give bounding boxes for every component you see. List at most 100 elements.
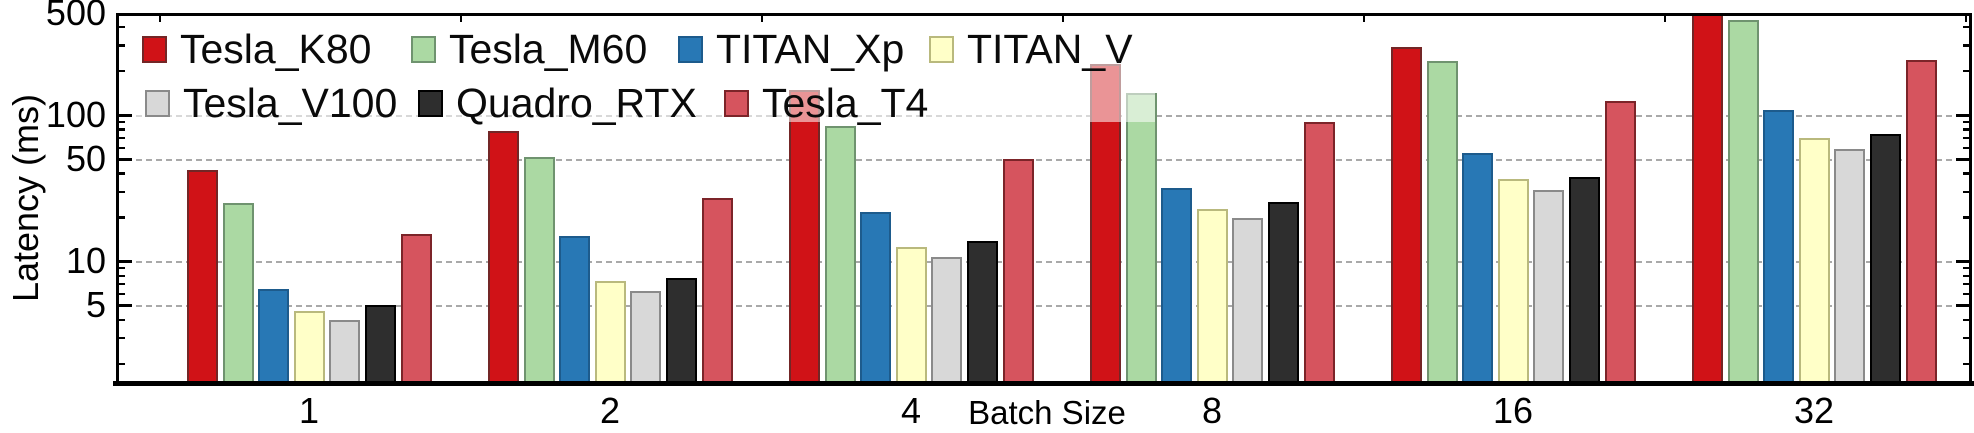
grid-line (116, 159, 1972, 162)
y-minor-tick (1963, 120, 1972, 124)
y-minor-tick (116, 26, 125, 29)
bar-TITAN_Xp-batch8 (1161, 187, 1193, 384)
bar-TITAN_Xp-batch16 (1462, 153, 1494, 384)
bar-Tesla_M60-batch4 (824, 126, 856, 384)
y-minor-tick (116, 216, 125, 219)
bar-Tesla_T4-batch4 (1002, 159, 1034, 384)
grid-line (116, 305, 1972, 308)
y-minor-tick (1963, 136, 1972, 140)
y-tick-label: 50 (65, 138, 106, 180)
bar-Tesla_T4-batch2 (701, 198, 733, 384)
legend-swatch-TITAN_V (929, 35, 954, 63)
bar-Quadro_RTX-batch32 (1870, 134, 1901, 384)
bar-Tesla_M60-batch1 (222, 203, 254, 384)
bar-TITAN_V-batch16 (1497, 179, 1529, 384)
legend-label: Tesla_T4 (762, 79, 929, 126)
legend-swatch-Quadro_RTX (418, 89, 443, 117)
y-minor-tick (116, 70, 125, 73)
bar-TITAN_Xp-batch1 (258, 288, 290, 384)
y-minor-tick (116, 44, 125, 47)
bar-Tesla_V100-batch1 (329, 319, 361, 384)
y-major-tick (1956, 158, 1972, 161)
bar-Tesla_T4-batch16 (1604, 101, 1636, 384)
y-minor-tick (1963, 336, 1972, 340)
legend-swatch-Tesla_T4 (724, 89, 749, 117)
bar-Tesla_K80-batch1 (187, 170, 218, 384)
legend-label: TITAN_Xp (716, 25, 905, 72)
y-major-tick (1956, 260, 1972, 263)
bar-Tesla_M60-batch2 (523, 156, 555, 384)
y-minor-tick (1963, 190, 1972, 193)
bar-Tesla_V100-batch16 (1533, 189, 1565, 384)
y-minor-tick (1963, 216, 1972, 219)
x-boundary-tick (1964, 13, 1968, 22)
y-minor-tick (1963, 146, 1972, 149)
bar-TITAN_Xp-batch32 (1763, 110, 1795, 384)
bar-TITAN_V-batch1 (293, 310, 325, 384)
legend-item-Tesla_T4: Tesla_T4 (724, 79, 928, 127)
y-minor-tick (1963, 362, 1972, 365)
bar-Tesla_T4-batch1 (400, 233, 432, 384)
x-boundary-tick (1663, 13, 1667, 22)
y-major-tick (116, 260, 132, 263)
y-major-tick (1956, 304, 1972, 307)
legend-label: TITAN_V (967, 25, 1133, 72)
y-minor-tick (116, 146, 125, 149)
y-minor-tick (116, 336, 125, 340)
bar-Tesla_T4-batch8 (1303, 121, 1335, 384)
x-tick-label: 2 (599, 390, 621, 431)
bar-Quadro_RTX-batch2 (666, 277, 697, 384)
y-minor-tick (1963, 292, 1972, 295)
y-tick-label: 5 (85, 284, 106, 326)
bar-Tesla_K80-batch2 (488, 130, 519, 384)
y-minor-tick (116, 362, 125, 365)
y-minor-tick (1963, 274, 1972, 277)
x-tick-label: 1 (298, 390, 320, 431)
y-minor-tick (116, 136, 125, 140)
bar-Tesla_M60-batch16 (1426, 61, 1458, 384)
grid-line (116, 261, 1972, 264)
legend-item-Tesla_K80: Tesla_K80 (142, 25, 371, 73)
legend: Tesla_K80 Tesla_M60 TITAN_Xp TITAN_V Tesla_V… (125, 13, 1155, 123)
y-minor-tick (116, 120, 125, 124)
y-minor-tick (116, 318, 125, 321)
y-minor-tick (1963, 267, 1972, 270)
legend-label: Tesla_V100 (183, 79, 398, 126)
bar-Tesla_V100-batch2 (630, 290, 662, 384)
legend-item-Quadro_RTX: Quadro_RTX (418, 79, 697, 127)
legend-item-Tesla_M60: Tesla_M60 (411, 25, 647, 73)
bar-Tesla_M60-batch8 (1125, 93, 1157, 384)
bar-Tesla_K80-batch16 (1391, 47, 1422, 384)
plot-area: Tesla_K80 Tesla_M60 TITAN_Xp TITAN_V Tesla_V… (116, 13, 1972, 384)
bar-TITAN_V-batch2 (594, 281, 626, 384)
x-tick-label: 32 (1793, 390, 1835, 431)
bar-Tesla_K80-batch32 (1692, 13, 1723, 384)
y-minor-tick (116, 274, 125, 277)
bar-TITAN_Xp-batch4 (860, 211, 892, 384)
y-minor-tick (1963, 172, 1972, 175)
y-tick-label: 10 (65, 240, 106, 282)
y-minor-tick (1963, 283, 1972, 286)
bar-Tesla_T4-batch32 (1905, 60, 1937, 384)
legend-swatch-TITAN_Xp (678, 35, 703, 63)
bar-Tesla_V100-batch8 (1232, 218, 1264, 384)
bar-TITAN_V-batch32 (1798, 137, 1830, 384)
x-boundary-tick (158, 13, 162, 22)
y-major-tick (116, 13, 132, 15)
y-minor-tick (1963, 128, 1972, 131)
bar-Tesla_K80-batch4 (789, 90, 820, 384)
y-minor-tick (1963, 44, 1972, 47)
x-tick-label: 4 (900, 390, 922, 431)
legend-label: Tesla_M60 (449, 25, 648, 72)
bar-Quadro_RTX-batch16 (1569, 176, 1600, 384)
legend-label: Tesla_K80 (180, 25, 372, 72)
x-axis-title: Batch Size (968, 394, 1126, 431)
legend-label: Quadro_RTX (456, 79, 697, 126)
y-minor-tick (116, 292, 125, 295)
bar-Tesla_V100-batch4 (931, 257, 963, 384)
bar-Tesla_V100-batch32 (1834, 148, 1866, 384)
y-major-tick (116, 114, 132, 117)
bar-TITAN_V-batch8 (1196, 209, 1228, 384)
legend-item-Tesla_V100: Tesla_V100 (145, 79, 397, 127)
